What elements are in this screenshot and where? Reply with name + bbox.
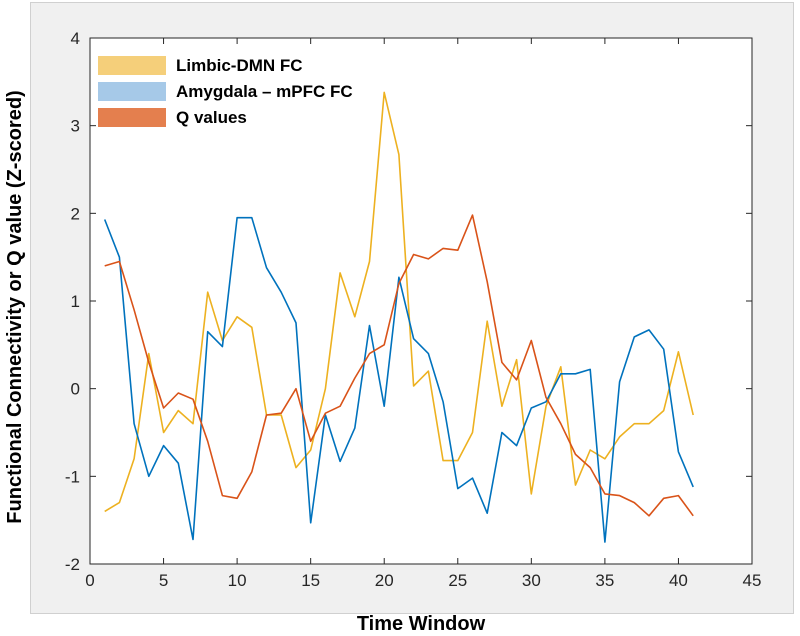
x-tick-label: 20 bbox=[375, 571, 394, 590]
y-tick-label: -1 bbox=[65, 467, 80, 486]
legend-label-2: Amygdala – mPFC FC bbox=[176, 82, 353, 101]
x-axis-title: Time Window bbox=[357, 613, 486, 635]
legend-swatch-3 bbox=[98, 108, 166, 127]
x-tick-label: 10 bbox=[228, 571, 247, 590]
legend-swatch-1 bbox=[98, 56, 166, 75]
y-tick-label: -2 bbox=[65, 555, 80, 574]
series-line-2 bbox=[103, 216, 694, 543]
series-line-3 bbox=[104, 214, 694, 517]
x-tick-label: 35 bbox=[595, 571, 614, 590]
x-tick-label: 5 bbox=[159, 571, 168, 590]
axes-box bbox=[89, 37, 753, 565]
ticks-layer: 0 5 10 15 20 25 30 35 40 45 -2 -1 0 1 2 3 4 bbox=[65, 29, 762, 590]
legend-label-3: Q values bbox=[176, 108, 247, 127]
y-tick-label: 3 bbox=[71, 117, 80, 136]
y-tick-label: 1 bbox=[71, 292, 80, 311]
plot-area: 0 5 10 15 20 25 30 35 40 45 -2 -1 0 1 2 3 4 bbox=[65, 29, 762, 590]
x-tick-label: 40 bbox=[669, 571, 688, 590]
legend-label-1: Limbic-DMN FC bbox=[176, 56, 303, 75]
y-tick-label: 2 bbox=[71, 204, 80, 223]
y-tick-label: 4 bbox=[71, 29, 80, 48]
legend: Limbic-DMN FC Amygdala – mPFC FC Q values bbox=[98, 56, 353, 127]
series-line-1 bbox=[104, 91, 694, 513]
x-tick-label: 15 bbox=[301, 571, 320, 590]
x-tick-label: 45 bbox=[743, 571, 762, 590]
x-tick-label: 25 bbox=[448, 571, 467, 590]
series-layer bbox=[103, 91, 694, 543]
y-tick-label: 0 bbox=[71, 380, 80, 399]
y-axis-title: Functional Connectivity or Q value (Z-sc… bbox=[4, 90, 26, 523]
x-tick-label: 30 bbox=[522, 571, 541, 590]
x-tick-label: 0 bbox=[85, 571, 94, 590]
legend-swatch-2 bbox=[98, 82, 166, 101]
